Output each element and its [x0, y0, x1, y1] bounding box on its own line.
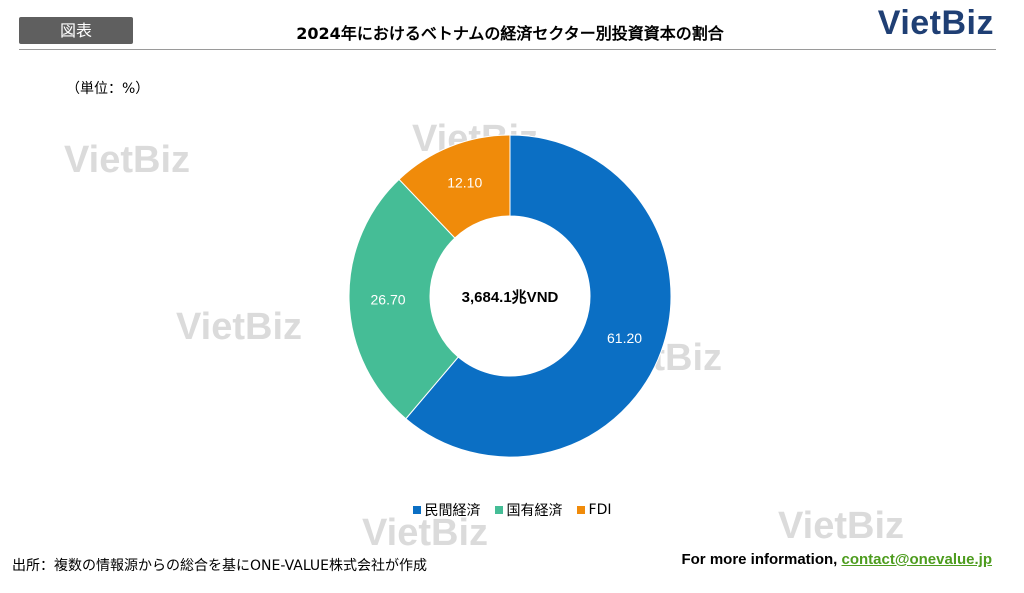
- center-total-label: 3,684.1兆VND: [462, 289, 559, 306]
- donut-slice: [398, 134, 511, 239]
- legend-label: 民間経済: [424, 503, 481, 519]
- legend-item: FDI: [576, 500, 612, 520]
- legend-swatch: [576, 506, 585, 514]
- watermark: VietBiz: [778, 505, 905, 547]
- legend-item: 民間経済: [412, 500, 481, 520]
- watermark: VietBiz: [64, 139, 191, 181]
- chart-legend: 民間経済 国有経済 FDI: [0, 500, 1024, 520]
- legend-label: FDI: [588, 502, 612, 518]
- legend-swatch: [494, 506, 503, 514]
- legend-item: 国有経済: [494, 500, 563, 520]
- source-note: 出所：複数の情報源からの総合を基にONE-VALUE株式会社が作成: [12, 558, 428, 574]
- donut-slice: [405, 134, 672, 458]
- legend-label: 国有経済: [506, 503, 563, 519]
- contact-email-link[interactable]: contact@onevalue.jp: [841, 551, 993, 568]
- slice-value-label: 26.70: [371, 291, 406, 307]
- vietbiz-logo: VietBiz: [877, 4, 994, 42]
- legend-swatch: [412, 506, 421, 514]
- contact-prefix: For more information,: [681, 551, 842, 568]
- watermark: VietBiz: [176, 306, 303, 348]
- watermark: VietBiz: [362, 512, 489, 554]
- chart-title: 2024年におけるベトナムの経済セクター別投資資本の割合: [296, 24, 724, 43]
- header-divider: [19, 49, 996, 50]
- slice-value-label: 12.10: [447, 175, 482, 191]
- figure-tag: 図表: [19, 17, 133, 44]
- unit-label: （単位：%）: [66, 81, 150, 97]
- contact-info: For more information, contact@onevalue.j…: [681, 551, 992, 568]
- slice-value-label: 61.20: [607, 330, 642, 346]
- donut-slice: [348, 178, 459, 420]
